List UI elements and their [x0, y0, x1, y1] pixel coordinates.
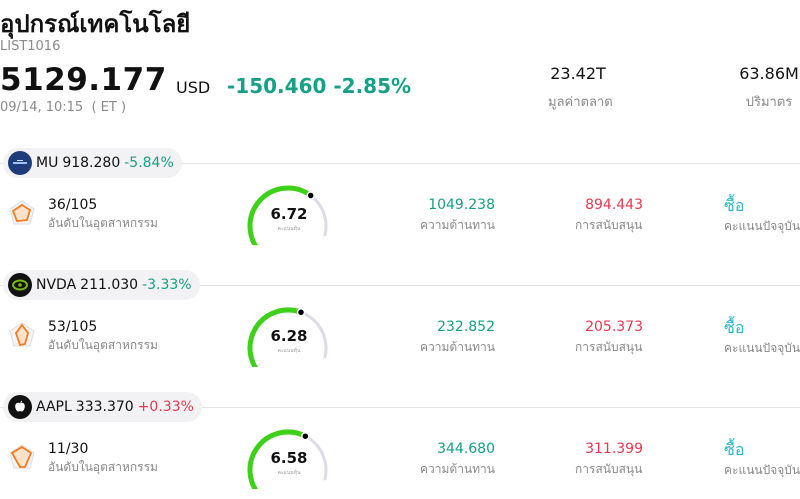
- score-gauge: [247, 429, 328, 489]
- stock-score-caption: คะแนนหุ้น: [277, 470, 301, 476]
- currency-label: USD: [176, 78, 211, 97]
- industry-rank-label: อันดับในอุตสาหกรรม: [48, 460, 158, 474]
- volume-label: ปริมาตร: [745, 95, 793, 110]
- stock-symbol: AAPL: [36, 399, 72, 415]
- stock-score-caption: คะแนนหุ้น: [277, 348, 301, 354]
- gauge-indicator-dot: [296, 308, 306, 317]
- volume-value: 63.86M: [739, 64, 799, 83]
- index-price: 5129.177: [0, 62, 167, 98]
- rating-label: คะแนนปัจจุบัน: [724, 463, 800, 477]
- resistance-value: 232.852: [437, 319, 495, 335]
- stock-chip-nvda[interactable]: NVDA 211.030 -3.33%: [3, 270, 200, 300]
- market-cap-value: 23.42T: [550, 64, 606, 83]
- stock-score-caption: คะแนนหุ้น: [277, 226, 301, 232]
- resistance-label: ความต้านทาน: [420, 340, 495, 354]
- stock-symbol: MU: [36, 155, 59, 171]
- page-title: อุปกรณ์เทคโนโลยี: [0, 10, 191, 38]
- stock-score-value: 6.72: [270, 205, 308, 223]
- resistance-value: 1049.238: [428, 197, 495, 213]
- support-value: 205.373: [585, 319, 643, 335]
- stock-price: 333.370: [75, 399, 134, 415]
- industry-rank-label: อันดับในอุตสาหกรรม: [48, 338, 158, 352]
- rank-pentagon-icon: [9, 444, 35, 469]
- support-label: การสนับสนุน: [575, 218, 643, 232]
- stock-change-pct: +0.33%: [137, 399, 194, 415]
- score-gauge: [247, 307, 328, 367]
- score-gauge: [247, 185, 328, 245]
- industry-rank-value: 36/105: [48, 197, 98, 213]
- support-label: การสนับสนุน: [575, 340, 643, 354]
- stock-score-value: 6.58: [270, 449, 308, 467]
- stock-price: 918.280: [62, 155, 121, 171]
- rating-label: คะแนนปัจจุบัน: [724, 341, 800, 355]
- market-cap-label: มูลค่าตลาด: [548, 95, 613, 110]
- stock-chip-aapl[interactable]: AAPL 333.370 +0.33%: [3, 392, 202, 422]
- stock-section-aapl: AAPL 333.370 +0.33% 11/30 อันดับในอุตสาห…: [0, 389, 800, 499]
- rating-value[interactable]: ซื้อ: [724, 440, 745, 459]
- industry-rank-value: 53/105: [48, 319, 98, 335]
- gauge-fill: [247, 429, 308, 489]
- rating-value[interactable]: ซื้อ: [724, 318, 745, 337]
- stock-chip-mu[interactable]: MU 918.280 -5.84%: [3, 148, 182, 178]
- support-label: การสนับสนุน: [575, 462, 643, 476]
- stock-change-pct: -3.33%: [142, 277, 192, 293]
- rating-value[interactable]: ซื้อ: [724, 196, 745, 215]
- volume-stat: 63.86M ปริมาตร: [738, 64, 800, 112]
- stock-score-value: 6.28: [270, 327, 308, 345]
- resistance-label: ความต้านทาน: [420, 218, 495, 232]
- stock-price: 211.030: [80, 277, 139, 293]
- resistance-value: 344.680: [437, 441, 495, 457]
- market-cap-stat: 23.42T มูลค่าตลาด: [548, 64, 613, 112]
- gauge-fill: [247, 307, 304, 367]
- apple-logo-icon: [8, 395, 32, 419]
- price-change: -150.460 -2.85%: [227, 74, 412, 98]
- support-value: 894.443: [585, 197, 643, 213]
- resistance-label: ความต้านทาน: [420, 462, 495, 476]
- stock-change-pct: -5.84%: [124, 155, 174, 171]
- nvidia-logo-icon: [8, 273, 32, 297]
- gauge-indicator-dot: [301, 431, 310, 441]
- timestamp: 09/14, 10:15 ( ET ): [0, 100, 127, 115]
- stock-symbol: NVDA: [36, 277, 77, 293]
- section-divider: [0, 407, 800, 408]
- industry-rank-value: 11/30: [48, 441, 89, 457]
- stock-section-mu: MU 918.280 -5.84% 36/105 อันดับในอุตสาหก…: [0, 145, 800, 267]
- micron-logo-icon: [8, 151, 32, 175]
- gauge-fill: [247, 185, 314, 245]
- gauge-indicator-dot: [306, 191, 315, 200]
- section-divider: [0, 285, 800, 286]
- industry-rank-label: อันดับในอุตสาหกรรม: [48, 216, 158, 230]
- rating-label: คะแนนปัจจุบัน: [724, 219, 800, 233]
- section-divider: [0, 163, 800, 164]
- rank-pentagon-icon: [9, 200, 35, 225]
- stock-section-nvda: NVDA 211.030 -3.33% 53/105 อันดับในอุตสา…: [0, 267, 800, 389]
- rank-pentagon-icon: [9, 322, 35, 347]
- support-value: 311.399: [585, 441, 643, 457]
- list-code: LIST1016: [0, 39, 61, 54]
